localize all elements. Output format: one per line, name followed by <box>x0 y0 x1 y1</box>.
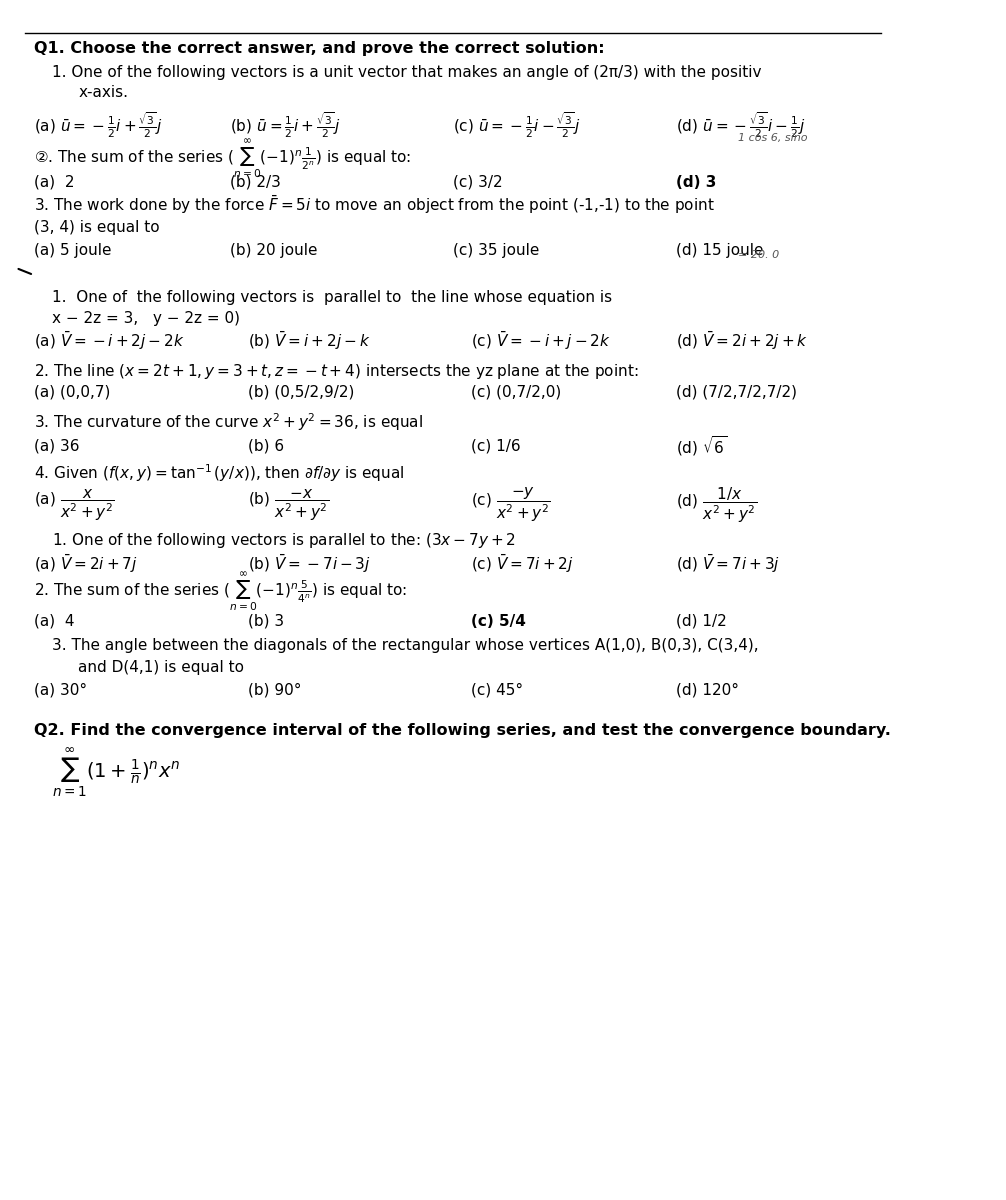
Text: (c) 3/2: (c) 3/2 <box>453 175 502 190</box>
Text: (c) (0,7/2,0): (c) (0,7/2,0) <box>471 385 560 400</box>
Text: $\sum_{n=1}^{\infty} (1+\frac{1}{n})^n x^n$: $\sum_{n=1}^{\infty} (1+\frac{1}{n})^n x… <box>51 745 180 798</box>
Text: (d) 1/2: (d) 1/2 <box>676 614 726 629</box>
Text: (c) $\dfrac{-y}{x^2+y^2}$: (c) $\dfrac{-y}{x^2+y^2}$ <box>471 486 550 524</box>
Text: 3. The work done by the force $\bar{F} = 5i$ to move an object from the point (-: 3. The work done by the force $\bar{F} =… <box>33 194 714 216</box>
Text: (d) $\sqrt{6}$: (d) $\sqrt{6}$ <box>676 434 727 457</box>
Text: (a) $\bar{V} = 2i+7j$: (a) $\bar{V} = 2i+7j$ <box>33 553 138 576</box>
Text: (a) 5 joule: (a) 5 joule <box>33 242 112 258</box>
Text: (d) $\dfrac{1/x}{x^2+y^2}$: (d) $\dfrac{1/x}{x^2+y^2}$ <box>676 485 757 524</box>
Text: (c) 5/4: (c) 5/4 <box>471 614 525 629</box>
Text: and D(4,1) is equal to: and D(4,1) is equal to <box>78 660 244 676</box>
Text: (a) (0,0,7): (a) (0,0,7) <box>33 385 110 400</box>
Text: (b) (0,5/2,9/2): (b) (0,5/2,9/2) <box>247 385 354 400</box>
Text: (a)  2: (a) 2 <box>33 175 74 190</box>
Text: x − 2z = 3,   y − 2z = 0): x − 2z = 3, y − 2z = 0) <box>51 311 239 326</box>
Text: (b) $\bar{V} = i+2j-k$: (b) $\bar{V} = i+2j-k$ <box>247 330 370 353</box>
Text: Q1. Choose the correct answer, and prove the correct solution:: Q1. Choose the correct answer, and prove… <box>33 41 605 56</box>
Text: (d) 3: (d) 3 <box>676 175 716 190</box>
Text: x-axis.: x-axis. <box>78 85 128 100</box>
Text: (b) 3: (b) 3 <box>247 614 284 629</box>
Text: (c) $\bar{u} = -\frac{1}{2}i - \frac{\sqrt{3}}{2}j$: (c) $\bar{u} = -\frac{1}{2}i - \frac{\sq… <box>453 110 580 140</box>
Text: (b) 90°: (b) 90° <box>247 683 301 697</box>
Text: (b) $\bar{V} = -7i-3j$: (b) $\bar{V} = -7i-3j$ <box>247 553 370 576</box>
Text: Q2. Find the convergence interval of the following series, and test the converge: Q2. Find the convergence interval of the… <box>33 722 890 738</box>
Text: 2. The sum of the series ($\sum_{n=0}^{\infty} (-1)^n \frac{5}{4^n}$) is equal t: 2. The sum of the series ($\sum_{n=0}^{\… <box>33 570 407 613</box>
Text: 1.  One of  the following vectors is  parallel to  the line whose equation is: 1. One of the following vectors is paral… <box>51 290 612 305</box>
Text: (c) 35 joule: (c) 35 joule <box>453 242 539 258</box>
Text: (b) 6: (b) 6 <box>247 438 284 454</box>
Text: (b) 20 joule: (b) 20 joule <box>229 242 317 258</box>
Text: 4. Given ($f(x,y) = \tan^{-1}(y/x)$), then $\partial f / \partial y$ is equal: 4. Given ($f(x,y) = \tan^{-1}(y/x)$), th… <box>33 462 404 484</box>
Text: (3, 4) is equal to: (3, 4) is equal to <box>33 220 159 235</box>
Text: (d) $\bar{V} = 7i+3j$: (d) $\bar{V} = 7i+3j$ <box>676 553 780 576</box>
Text: (a) 30°: (a) 30° <box>33 683 87 697</box>
Text: (c) 45°: (c) 45° <box>471 683 523 697</box>
Text: 1. One of the following vectors is parallel to the: ($3x - 7y + 2$: 1. One of the following vectors is paral… <box>51 532 515 550</box>
Text: (a) $\dfrac{x}{x^2+y^2}$: (a) $\dfrac{x}{x^2+y^2}$ <box>33 487 115 523</box>
Text: (c) $\bar{V} = 7i+2j$: (c) $\bar{V} = 7i+2j$ <box>471 553 573 576</box>
Text: (b) $\dfrac{-x}{x^2+y^2}$: (b) $\dfrac{-x}{x^2+y^2}$ <box>247 487 329 523</box>
Text: ②. The sum of the series ($\sum_{n=0}^{\infty}(-1)^n \frac{1}{2^n}$) is equal to: ②. The sum of the series ($\sum_{n=0}^{\… <box>33 137 410 181</box>
Text: (c) $\bar{V} = -i+j-2k$: (c) $\bar{V} = -i+j-2k$ <box>471 330 611 353</box>
Text: (d) (7/2,7/2,7/2): (d) (7/2,7/2,7/2) <box>676 385 797 400</box>
Text: (d) 120°: (d) 120° <box>676 683 738 697</box>
Text: (b) $\bar{u} = \frac{1}{2}i + \frac{\sqrt{3}}{2}j$: (b) $\bar{u} = \frac{1}{2}i + \frac{\sqr… <box>229 110 340 140</box>
Text: 2. The line ($x = 2t+1, y = 3+t, z = -t+4$) intersects the yz plane at the point: 2. The line ($x = 2t+1, y = 3+t, z = -t+… <box>33 361 638 380</box>
Text: (d) 15 joule: (d) 15 joule <box>676 242 764 258</box>
Text: (a) $\bar{V} = -i+2j-2k$: (a) $\bar{V} = -i+2j-2k$ <box>33 330 184 353</box>
Text: 1 cos 6, sino: 1 cos 6, sino <box>738 133 808 143</box>
Text: (c) 1/6: (c) 1/6 <box>471 438 520 454</box>
Text: (d) $\bar{u} = -\frac{\sqrt{3}}{2}i - \frac{1}{2}j$: (d) $\bar{u} = -\frac{\sqrt{3}}{2}i - \f… <box>676 110 805 140</box>
Text: 3. The curvature of the curve $x^2 + y^2 = 36$, is equal: 3. The curvature of the curve $x^2 + y^2… <box>33 412 423 433</box>
Text: (b) 2/3: (b) 2/3 <box>229 175 281 190</box>
Text: (a) 36: (a) 36 <box>33 438 79 454</box>
Text: = 20. 0: = 20. 0 <box>738 251 780 260</box>
Text: (a) $\bar{u} = -\frac{1}{2}i + \frac{\sqrt{3}}{2}j$: (a) $\bar{u} = -\frac{1}{2}i + \frac{\sq… <box>33 110 163 140</box>
Text: (a)  4: (a) 4 <box>33 614 74 629</box>
Text: (d) $\bar{V} = 2i+2j+k$: (d) $\bar{V} = 2i+2j+k$ <box>676 330 808 353</box>
Text: 3. The angle between the diagonals of the rectangular whose vertices A(1,0), B(0: 3. The angle between the diagonals of th… <box>51 637 759 653</box>
Text: 1. One of the following vectors is a unit vector that makes an angle of (2π/3) w: 1. One of the following vectors is a uni… <box>51 65 761 79</box>
